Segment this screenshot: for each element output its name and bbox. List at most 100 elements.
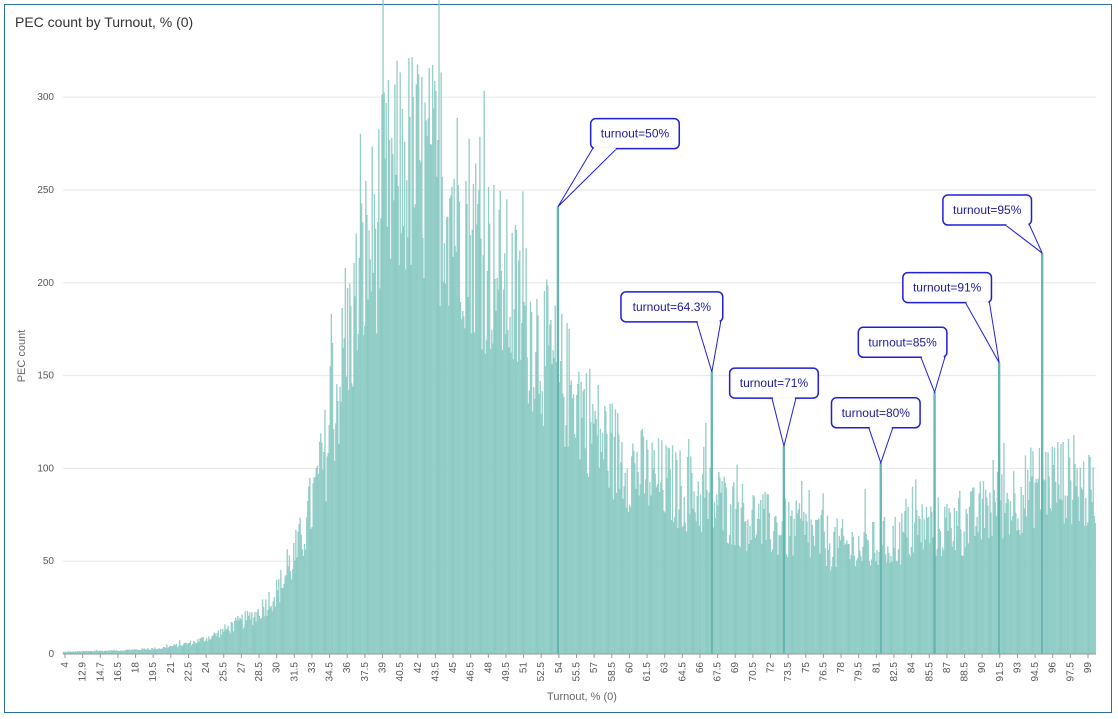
- bar: [322, 469, 324, 655]
- bar: [362, 222, 364, 655]
- bar: [714, 518, 717, 655]
- bar: [144, 649, 146, 655]
- bar: [301, 549, 303, 655]
- bar: [808, 490, 810, 655]
- bar: [782, 445, 784, 655]
- bar: [884, 554, 887, 655]
- bar: [915, 479, 917, 655]
- bar: [270, 606, 272, 655]
- bar: [385, 103, 387, 655]
- bar: [975, 526, 977, 655]
- bar: [771, 549, 774, 655]
- x-tick-label: 30: [272, 662, 283, 674]
- bar: [437, 140, 439, 655]
- bar: [883, 517, 886, 655]
- bar: [419, 160, 421, 655]
- bar: [519, 250, 521, 655]
- bar: [877, 565, 879, 655]
- y-axis-ticks: 0 50 100 150 200 250 300: [37, 92, 54, 660]
- bar: [249, 612, 251, 655]
- bar: [1038, 447, 1041, 655]
- bar: [967, 543, 970, 655]
- bar: [548, 345, 550, 655]
- bar: [629, 506, 632, 655]
- bar: [649, 482, 651, 655]
- callout-pointer: [964, 302, 1000, 363]
- bar: [648, 505, 650, 655]
- bar: [861, 561, 863, 655]
- bar: [289, 571, 292, 655]
- bar: [812, 535, 815, 655]
- callout-pointer: [920, 356, 946, 394]
- bar: [492, 343, 494, 655]
- bar: [565, 425, 567, 655]
- bar: [734, 545, 736, 655]
- bar: [607, 470, 609, 655]
- bar: [227, 625, 229, 655]
- bar: [555, 362, 557, 655]
- bar: [226, 628, 228, 655]
- bar: [466, 204, 468, 655]
- bar: [878, 552, 880, 655]
- bar: [508, 347, 510, 655]
- bar: [937, 497, 939, 655]
- bar: [619, 489, 621, 655]
- x-tick-label: 67.5: [713, 662, 724, 682]
- bar: [380, 218, 382, 655]
- bar: [268, 592, 270, 655]
- x-tick-label: 78: [836, 662, 847, 674]
- bar: [691, 472, 693, 655]
- bar: [650, 495, 652, 655]
- bar: [909, 556, 911, 655]
- x-tick-label: 18: [131, 662, 142, 674]
- bar: [614, 409, 617, 655]
- bar: [718, 472, 720, 655]
- bar: [657, 438, 660, 655]
- bar: [625, 508, 627, 655]
- bar: [638, 495, 640, 655]
- bar: [331, 342, 334, 655]
- bar: [1023, 508, 1026, 655]
- bar: [580, 382, 582, 655]
- bar: [879, 462, 881, 655]
- y-tick-label: 50: [43, 556, 55, 567]
- bar: [320, 433, 322, 655]
- bar: [848, 543, 850, 655]
- bar: [596, 435, 598, 655]
- bar: [617, 413, 619, 655]
- bar: [302, 555, 305, 655]
- bar: [681, 527, 683, 655]
- bar: [1022, 495, 1024, 655]
- bar: [834, 527, 836, 655]
- bar: [827, 550, 830, 655]
- bar: [254, 612, 256, 655]
- bar: [723, 476, 725, 655]
- bar: [225, 629, 227, 655]
- bar: [692, 508, 694, 655]
- bar: [518, 260, 520, 655]
- bar: [1057, 442, 1059, 655]
- bar: [396, 60, 398, 655]
- bar: [766, 494, 768, 655]
- bar: [655, 487, 657, 655]
- bar: [183, 643, 185, 655]
- bar: [759, 519, 761, 655]
- bar: [917, 535, 919, 655]
- bar: [212, 635, 214, 655]
- bar: [1088, 455, 1090, 655]
- bar: [372, 272, 374, 655]
- bar: [196, 643, 198, 655]
- bar: [887, 546, 889, 655]
- callout-pointer: [557, 148, 618, 207]
- bar: [303, 544, 306, 655]
- bar: [366, 215, 368, 655]
- bar: [581, 417, 583, 655]
- bar: [497, 289, 499, 655]
- bar: [880, 462, 882, 655]
- bar: [235, 617, 237, 655]
- bar: [643, 493, 646, 655]
- bar: [832, 557, 834, 655]
- bar: [363, 335, 365, 655]
- bar: [487, 187, 490, 655]
- bar: [269, 607, 271, 655]
